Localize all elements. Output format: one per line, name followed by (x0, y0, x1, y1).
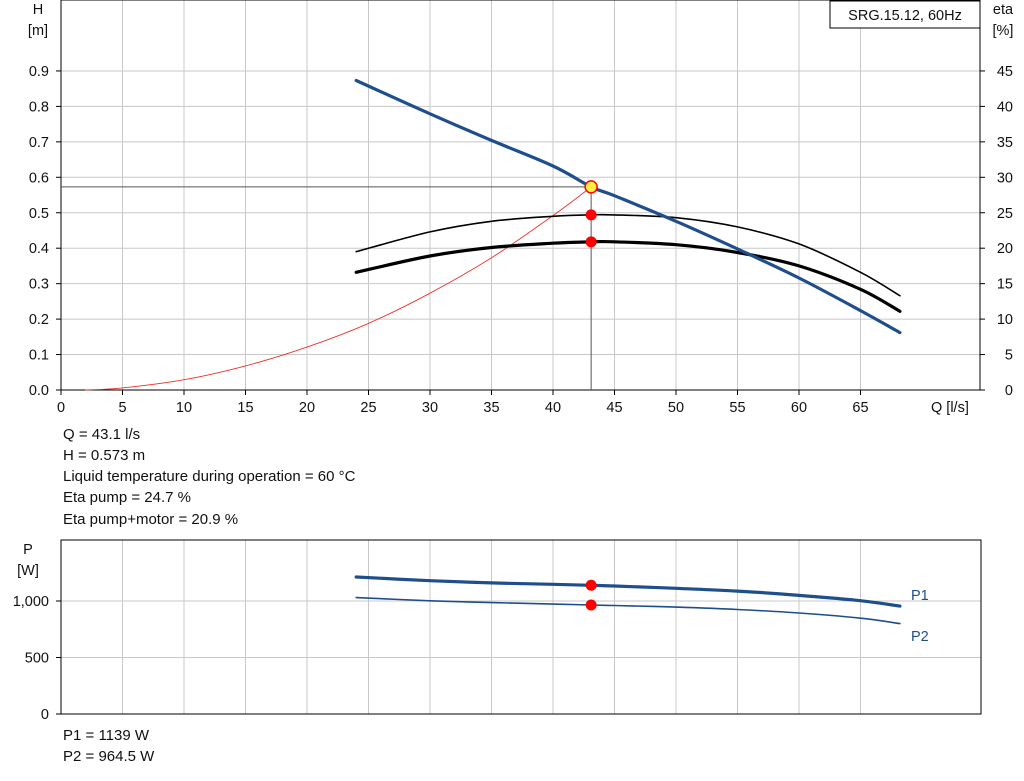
info-p1: P1 = 1139 W (63, 727, 150, 744)
curve-p1 (354, 575, 902, 608)
info-eta-pump: Eta pump = 24.7 % (63, 489, 191, 506)
head-efficiency-chart: 0 5 10 15 20 25 30 35 40 45 50 55 60 65 0.00.10.20.30… (28, 0, 1014, 416)
h-tick-label: 0.2 (29, 312, 49, 328)
p-tick-label: 500 (25, 651, 49, 667)
chart-title-box (829, 0, 981, 29)
info-q: Q = 43.1 l/s (63, 426, 141, 443)
curve-p2 (355, 596, 901, 625)
p-tick-label: 1,000 (13, 594, 49, 610)
q-axis-label: Q [l/s] (931, 400, 969, 416)
chart-title: SRG.15.12, 60Hz (848, 8, 962, 24)
curve-head (354, 78, 902, 335)
series-label-p1: P1 (911, 588, 929, 604)
head-chart-series (61, 78, 902, 391)
eta-tick-label: 0 (1005, 383, 1013, 399)
eta-tick-label: 25 (997, 206, 1013, 222)
info-liquid-temperature: Liquid temperature during operation = 60… (63, 468, 356, 485)
p-axis-unit: [W] (17, 563, 39, 579)
info-p2: P2 = 964.5 W (63, 748, 155, 765)
h-tick-label: 0.5 (29, 206, 49, 222)
q-tick-label: 30 (422, 400, 438, 416)
q-tick-label: 40 (545, 400, 561, 416)
q-tick-label: 5 (118, 400, 126, 416)
eta-axis-ticks: 0 5 10 15 20 25 30 35 40 45 (980, 64, 1013, 399)
h-axis-name: H (33, 2, 43, 18)
h-tick-label: 0.1 (29, 348, 49, 364)
q-axis-ticks: 0 5 10 15 20 25 30 35 40 45 50 55 60 65 (57, 390, 869, 416)
eta-tick-label: 5 (1005, 348, 1013, 364)
operating-point-markers (584, 180, 598, 248)
q-tick-label: 0 (57, 400, 65, 416)
marker-eta-pump-motor (585, 236, 597, 248)
p-axis-ticks: 0 500 1,000 (13, 594, 61, 723)
p-tick-label: 0 (41, 707, 49, 723)
curve-eta-pump (355, 213, 901, 297)
eta-tick-label: 20 (997, 241, 1013, 257)
eta-tick-label: 35 (997, 135, 1013, 151)
h-tick-label: 0.7 (29, 135, 49, 151)
h-tick-label: 0.9 (29, 64, 49, 80)
info-eta-pump-motor: Eta pump+motor = 20.9 % (63, 511, 239, 528)
q-tick-label: 55 (729, 400, 745, 416)
h-axis-ticks: 0.0 0.1 0.2 0.3 0.4 0.5 0.6 0.7 0.8 0.9 (29, 64, 61, 399)
eta-tick-label: 40 (997, 99, 1013, 115)
q-tick-label: 50 (668, 400, 684, 416)
head-grid (61, 0, 980, 390)
eta-axis-name: eta (993, 2, 1014, 18)
h-tick-label: 0.6 (29, 170, 49, 186)
marker-p2 (585, 599, 597, 611)
curve-eta-pump-motor (354, 239, 902, 313)
h-tick-label: 0.3 (29, 277, 49, 293)
p-axis-name: P (23, 542, 33, 558)
h-tick-label: 0.8 (29, 99, 49, 115)
q-tick-label: 45 (606, 400, 622, 416)
q-tick-label: 10 (176, 400, 192, 416)
power-chart-series (354, 575, 902, 625)
head-plot-frame (60, 0, 981, 391)
marker-p1 (585, 579, 597, 591)
curve-system-curve (85, 186, 592, 391)
q-tick-label: 25 (360, 400, 376, 416)
h-tick-label: 0.4 (29, 241, 49, 257)
marker-eta-pump (585, 209, 597, 221)
q-tick-label: 35 (483, 400, 499, 416)
power-operating-point-markers (585, 579, 597, 611)
q-tick-label: 65 (852, 400, 868, 416)
eta-tick-label: 15 (997, 277, 1013, 293)
eta-tick-label: 45 (997, 64, 1013, 80)
h-tick-label: 0.0 (29, 383, 49, 399)
eta-tick-label: 30 (997, 170, 1013, 186)
q-tick-label: 15 (237, 400, 253, 416)
power-grid (61, 540, 981, 714)
series-label-p2: P2 (911, 629, 929, 645)
eta-axis-unit: [%] (993, 23, 1014, 39)
info-h: H = 0.573 m (63, 447, 146, 464)
power-chart: 0 500 1,000 P [W] P1 P2 (13, 539, 982, 723)
h-axis-unit: [m] (28, 23, 48, 39)
q-tick-label: 20 (299, 400, 315, 416)
eta-tick-label: 10 (997, 312, 1013, 328)
power-plot-frame (60, 539, 982, 715)
q-tick-label: 60 (791, 400, 807, 416)
marker-duty-point (584, 180, 598, 194)
